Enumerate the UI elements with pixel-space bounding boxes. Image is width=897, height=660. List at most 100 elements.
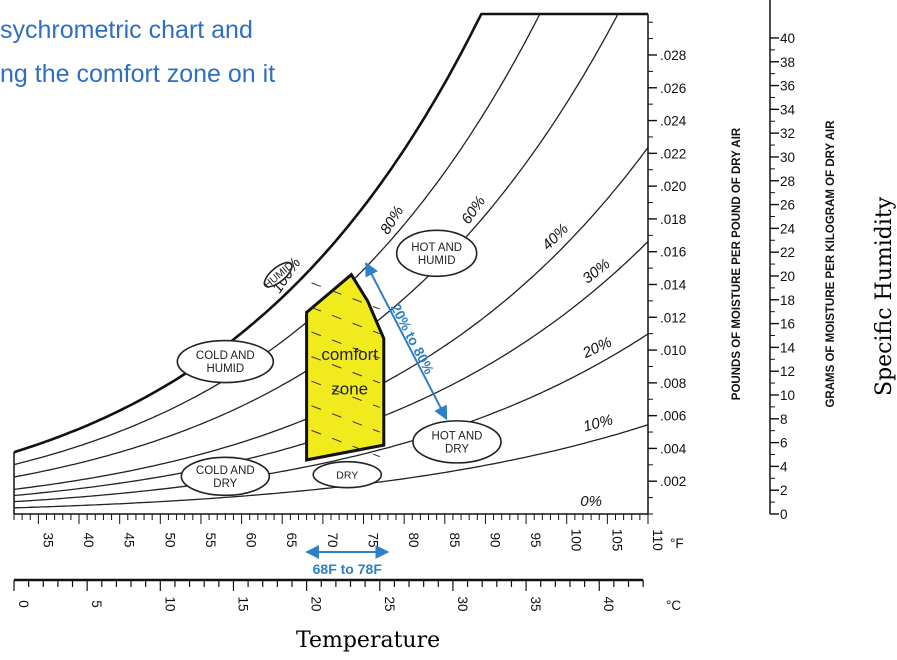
f-tick-label-5: 60 (244, 532, 259, 547)
region-label-hot-and-dry-0: HOT AND (432, 430, 483, 442)
c-tick-label-2: 10 (162, 596, 177, 611)
comfort-zone-label-line-1: comfort (321, 345, 378, 364)
f-tick-label-1: 40 (81, 532, 96, 547)
rh-label-3: 40% (539, 220, 572, 253)
g-tick-label-17: 34 (780, 102, 796, 117)
c-tick-label-4: 20 (309, 596, 324, 611)
lb-tick-label-9: .020 (660, 179, 686, 194)
g-tick-label-14: 28 (780, 174, 795, 189)
lb-tick-label-11: .024 (660, 114, 687, 129)
slide-title-line-2: ng the comfort zone on it (0, 60, 276, 88)
g-tick-label-7: 14 (780, 340, 796, 355)
lb-tick-label-6: .014 (660, 277, 687, 292)
lb-tick-label-7: .016 (660, 245, 686, 260)
f-tick-label-9: 80 (406, 532, 421, 547)
lb-tick-label-1: .004 (660, 441, 687, 456)
f-tick-label-0: 35 (40, 532, 55, 547)
rh-range-arrow (365, 261, 448, 421)
region-ellipse-cold-and-dry (180, 456, 271, 497)
lb-tick-label-8: .018 (660, 212, 686, 227)
f-tick-label-12: 95 (528, 532, 543, 547)
g-tick-label-12: 24 (780, 221, 796, 236)
f-tick-label-6: 65 (284, 532, 299, 547)
c-tick-label-1: 5 (89, 600, 104, 608)
region-label-cold-and-humid-0: COLD AND (196, 350, 255, 362)
rh-curve-6 (14, 424, 648, 509)
rh-label-4: 30% (579, 255, 613, 287)
lb-tick-label-5: .012 (660, 310, 686, 325)
c-tick-label-3: 15 (235, 596, 250, 611)
g-tick-label-9: 18 (780, 293, 795, 308)
x-axis-title: Temperature (296, 628, 441, 653)
rh-curve-5 (14, 333, 648, 503)
g-tick-label-20: 40 (780, 31, 795, 46)
g-tick-label-18: 36 (780, 79, 795, 94)
y-axis-title: Specific Humidity (872, 196, 897, 396)
g-tick-label-2: 4 (780, 459, 788, 474)
f-tick-label-10: 85 (447, 532, 462, 547)
lb-tick-label-2: .006 (660, 409, 686, 424)
region-ellipse-cold-and-humid (176, 339, 275, 384)
g-tick-label-13: 26 (780, 198, 795, 213)
f-unit-label: °F (670, 536, 684, 551)
f-tick-label-2: 45 (122, 532, 137, 547)
rh-label-6: 10% (581, 411, 614, 435)
lb-tick-label-4: .010 (660, 343, 686, 358)
saturation-boundary (13, 12, 648, 454)
c-tick-label-0: 0 (16, 600, 31, 608)
g-tick-label-6: 12 (780, 364, 795, 379)
rh-label-1: 80% (377, 203, 407, 237)
region-label-dry-0: DRY (336, 470, 358, 482)
region-ellipse-humid (263, 261, 293, 288)
lb-axis-label: POUNDS OF MOISTURE PER POUND OF DRY AIR (731, 127, 743, 400)
lb-tick-label-10: .022 (660, 146, 686, 161)
region-label-hot-and-dry-1: DRY (445, 443, 469, 455)
lb-tick-label-13: .028 (660, 48, 686, 63)
g-tick-label-3: 6 (780, 436, 788, 451)
g-tick-label-10: 20 (780, 269, 795, 284)
f-tick-label-15: 110 (650, 529, 665, 551)
g-tick-label-8: 16 (780, 317, 795, 332)
c-tick-label-7: 35 (528, 596, 543, 611)
comfort-zone-polygon (305, 272, 386, 462)
g-tick-label-19: 38 (780, 55, 795, 70)
c-tick-label-6: 30 (455, 596, 470, 611)
c-tick-label-8: 40 (601, 596, 616, 611)
g-tick-label-4: 8 (780, 412, 788, 427)
f-tick-label-7: 70 (325, 532, 340, 547)
g-tick-label-5: 10 (780, 388, 795, 403)
rh-label-7: 0% (580, 493, 602, 510)
f-tick-label-4: 55 (203, 532, 218, 547)
g-tick-label-16: 32 (780, 126, 795, 141)
g-tick-label-11: 22 (780, 245, 795, 260)
rh-label-2: 60% (458, 193, 489, 227)
comfort-zone-label-line-2: zone (331, 379, 368, 398)
g-tick-label-1: 2 (780, 483, 788, 498)
region-ellipse-dry (312, 460, 383, 489)
temp-range-annotation: 68F to 78F (313, 561, 383, 577)
region-ellipse-hot-and-dry (412, 420, 502, 464)
g-tick-label-0: 0 (780, 507, 788, 522)
region-label-cold-and-humid-1: HUMID (206, 363, 244, 375)
lb-tick-label-12: .026 (660, 81, 686, 96)
f-tick-label-14: 105 (609, 529, 624, 552)
region-label-hot-and-humid-1: HUMID (418, 255, 456, 267)
f-tick-label-3: 50 (162, 532, 177, 547)
region-dry: DRY (312, 460, 383, 489)
g-tick-label-15: 30 (780, 150, 795, 165)
c-unit-label: °C (666, 598, 681, 613)
lb-tick-label-0: .002 (660, 474, 686, 489)
region-label-cold-and-dry-1: DRY (213, 478, 237, 490)
f-tick-label-8: 75 (366, 532, 381, 547)
c-tick-label-5: 25 (382, 596, 397, 611)
lb-tick-label-3: .008 (660, 376, 686, 391)
f-tick-label-13: 100 (569, 529, 584, 552)
region-label-cold-and-dry-0: COLD AND (196, 465, 255, 477)
g-axis-label: GRAMS OF MOISTURE PER KILOGRAM OF DRY AI… (825, 120, 837, 408)
slide-title-line-1: sychrometric chart and (0, 16, 253, 44)
region-label-hot-and-humid-0: HOT AND (411, 242, 462, 254)
